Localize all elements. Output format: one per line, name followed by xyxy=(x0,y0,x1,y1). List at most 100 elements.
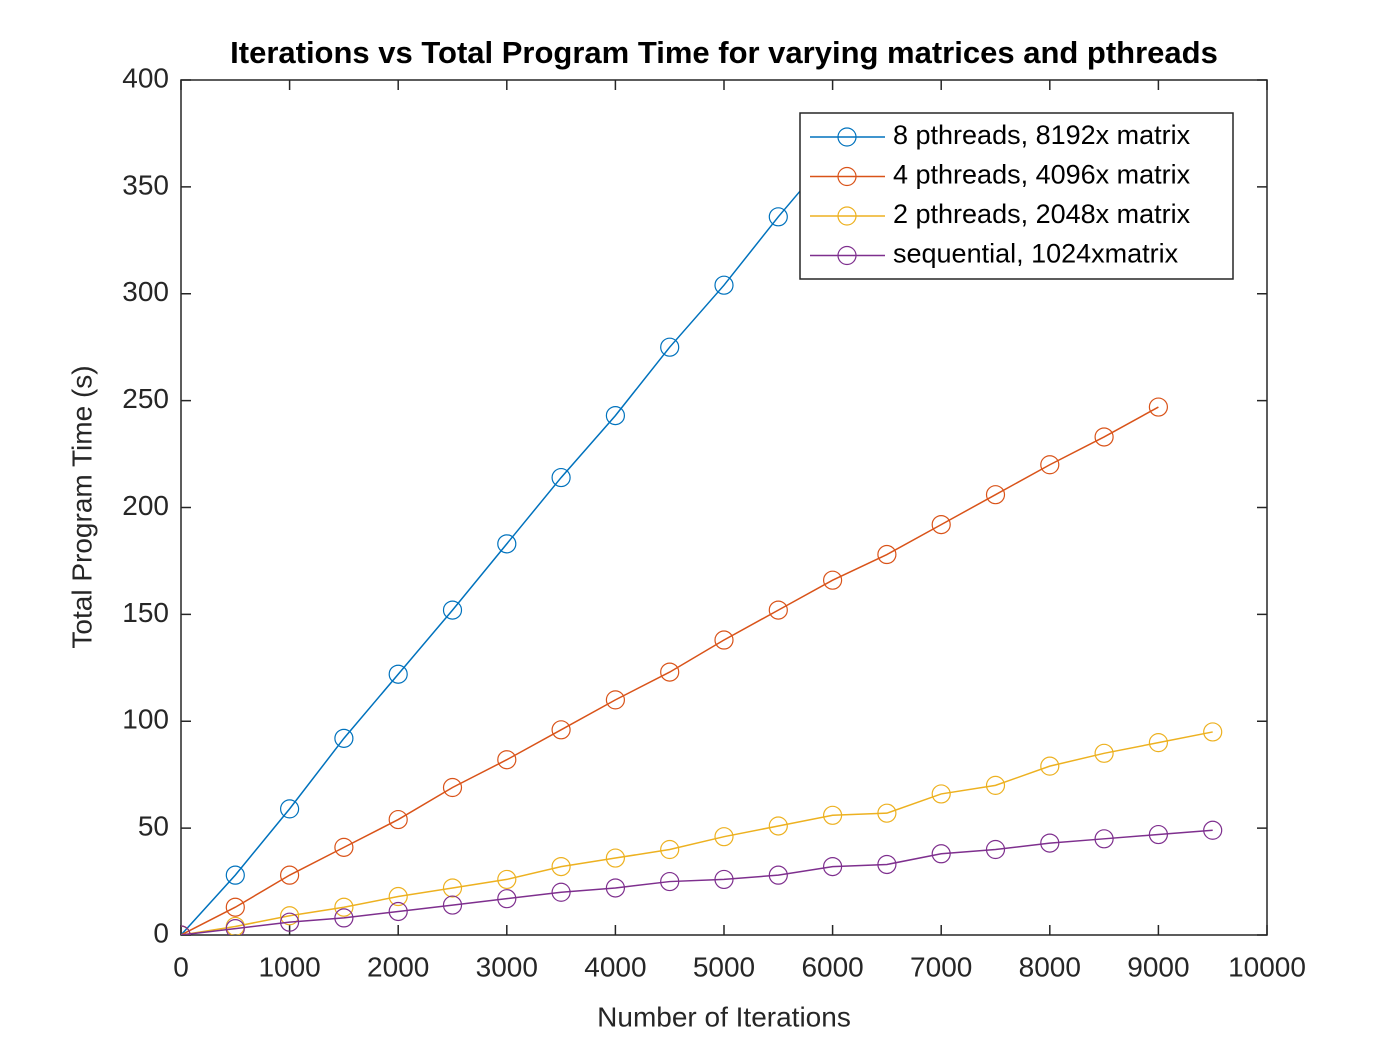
data-point xyxy=(605,848,626,868)
data-point xyxy=(605,878,626,898)
data-point xyxy=(1094,427,1114,447)
legend: 8 pthreads, 8192x matrix 4 pthreads, 4096… xyxy=(799,112,1234,280)
legend-marker xyxy=(837,206,857,226)
data-point xyxy=(605,405,626,426)
data-point xyxy=(388,901,408,922)
data-point xyxy=(442,777,463,798)
x-tick-label: 0 xyxy=(173,951,189,982)
y-tick-label: 200 xyxy=(122,490,169,521)
data-point xyxy=(442,895,463,915)
data-point xyxy=(605,690,626,710)
y-tick-label: 100 xyxy=(122,704,169,735)
data-point xyxy=(714,275,734,295)
data-point xyxy=(388,886,408,907)
x-tick-label: 3000 xyxy=(476,951,538,982)
data-point xyxy=(985,775,1006,795)
data-point xyxy=(660,337,680,357)
legend-marker xyxy=(837,166,857,187)
y-tick-label: 0 xyxy=(153,917,169,948)
data-point xyxy=(660,662,680,682)
data-point xyxy=(931,784,951,804)
y-tick-label: 50 xyxy=(138,811,169,842)
plot xyxy=(181,143,1223,935)
x-tick-label: 7000 xyxy=(910,951,972,982)
x-axis-label: Number of Iterations xyxy=(597,1001,851,1032)
y-axis-label: Total Program Time (s) xyxy=(66,365,97,648)
legend-marker xyxy=(837,245,857,266)
data-point xyxy=(877,544,897,565)
data-point xyxy=(280,799,300,819)
data-point xyxy=(822,856,843,877)
data-point xyxy=(280,912,300,932)
x-tick-label: 9000 xyxy=(1127,951,1189,982)
data-point xyxy=(660,871,680,892)
x-tick-label: 6000 xyxy=(801,951,863,982)
data-point xyxy=(822,570,843,590)
data-point xyxy=(985,485,1006,505)
data-point xyxy=(442,600,463,620)
x-tick-label: 1000 xyxy=(258,951,320,982)
data-point xyxy=(931,844,951,864)
data-point xyxy=(388,664,408,684)
legend-label: 8 pthreads, 8192x matrix xyxy=(893,120,1191,150)
data-point xyxy=(714,630,734,650)
legend-marker xyxy=(837,127,857,147)
data-point xyxy=(280,865,300,885)
data-point xyxy=(768,816,788,836)
data-point xyxy=(1040,455,1060,475)
data-point xyxy=(442,878,463,898)
data-point xyxy=(660,839,680,860)
data-point xyxy=(1148,397,1169,417)
y-tick-label: 300 xyxy=(122,276,169,307)
data-point xyxy=(334,908,354,928)
x-tick-label: 4000 xyxy=(584,951,646,982)
data-point xyxy=(334,728,354,748)
legend-label: 2 pthreads, 2048x matrix xyxy=(893,199,1191,229)
data-point xyxy=(551,882,571,902)
series-line xyxy=(181,406,1159,935)
data-point xyxy=(822,805,843,825)
data-point xyxy=(497,750,517,770)
data-point xyxy=(225,918,245,935)
x-tick-label: 2000 xyxy=(367,951,429,982)
data-point xyxy=(1148,733,1169,753)
legend-label: 4 pthreads, 4096x matrix xyxy=(893,160,1191,190)
legend-label: sequential, 1024xmatrix xyxy=(893,239,1179,269)
data-point xyxy=(551,856,571,877)
y-tick-label: 400 xyxy=(122,62,169,93)
series-line xyxy=(181,152,834,935)
data-point xyxy=(1203,722,1223,742)
data-point xyxy=(551,720,571,740)
data-point xyxy=(497,534,517,554)
x-tick-label: 5000 xyxy=(693,951,755,982)
data-point xyxy=(497,869,517,890)
y-tick-label: 250 xyxy=(122,383,169,414)
ticks: 0 1000 2000 3000 4000 5000 6000 7000 8000 9000 100… xyxy=(122,62,1306,982)
data-point xyxy=(497,889,517,909)
x-tick-label: 10000 xyxy=(1228,951,1306,982)
data-point xyxy=(1040,756,1060,776)
data-point xyxy=(931,514,951,535)
data-point xyxy=(1094,829,1114,849)
data-point xyxy=(714,869,734,890)
data-point xyxy=(985,839,1006,860)
data-point xyxy=(768,865,788,885)
data-point xyxy=(1040,833,1060,853)
data-point xyxy=(1094,743,1114,763)
data-point xyxy=(388,809,408,830)
data-point xyxy=(768,600,788,620)
data-point xyxy=(714,827,734,847)
data-point xyxy=(1148,824,1169,845)
legend-box xyxy=(799,112,1234,280)
data-point xyxy=(1203,820,1223,840)
data-point xyxy=(877,854,897,875)
data-point xyxy=(877,803,897,823)
data-point xyxy=(768,207,788,227)
data-point xyxy=(280,906,300,926)
y-tick-label: 150 xyxy=(122,597,169,628)
data-point xyxy=(225,897,245,917)
data-point xyxy=(334,837,354,857)
data-point xyxy=(225,865,245,885)
chart-title: Iterations vs Total Program Time for var… xyxy=(230,35,1218,70)
